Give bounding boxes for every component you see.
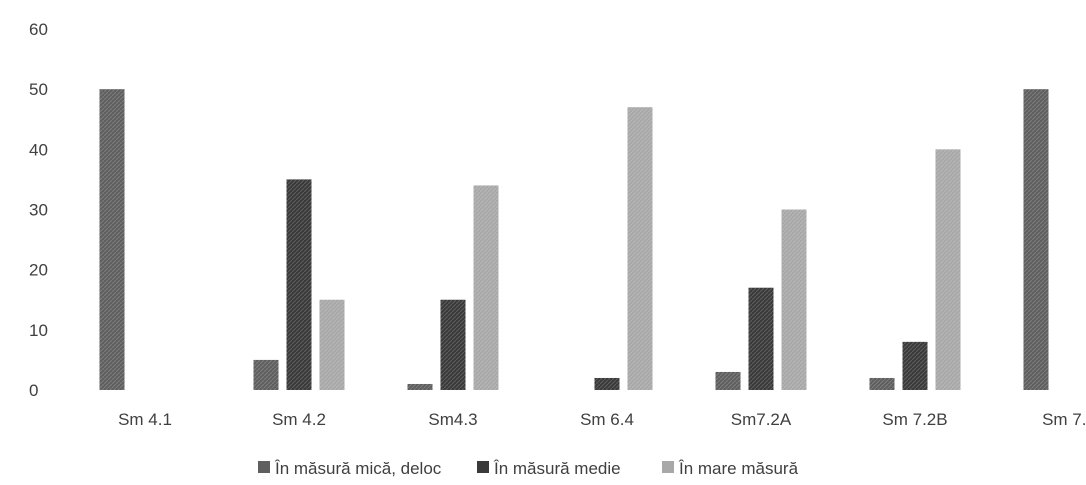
bar-texture [253,359,279,390]
x-tick-label: Sm 7.2B [882,410,947,429]
bar-texture [935,149,961,390]
legend-label: În mare măsură [678,459,799,478]
x-tick-label: Sm 4.1 [118,410,172,429]
legend-swatch [258,461,270,473]
bar-texture [869,377,895,390]
bar-texture [99,89,125,391]
y-tick-label: 10 [29,321,48,340]
x-tick-label: Sm7.2A [731,410,792,429]
y-tick-label: 0 [29,381,38,400]
y-tick-label: 30 [29,201,48,220]
legend: În măsură mică, deloc În măsură medie În m… [258,459,799,478]
y-tick-label: 40 [29,140,48,159]
bar-texture [319,299,345,390]
legend-swatch [477,461,489,473]
x-tick-label: Sm 7.5 [1042,410,1086,429]
y-tick-label: 20 [29,261,48,280]
bar-texture [748,287,774,390]
y-tick-label: 60 [29,20,48,39]
bars [99,89,1049,391]
legend-label: În măsură medie [493,459,621,478]
bar-texture [286,179,312,390]
bar-texture [594,377,620,390]
bar-texture [1023,89,1049,391]
bar-texture [715,371,741,390]
y-axis-ticks: 0 10 20 30 40 50 60 [29,20,48,400]
bar-texture [407,383,433,390]
legend-swatch [662,461,674,473]
category-labels: Sm 4.1 Sm 4.2 Sm4.3 Sm 6.4 Sm7.2A Sm 7.2B Sm 7… [118,410,1086,429]
bar-texture [781,209,807,390]
x-tick-label: Sm4.3 [428,410,477,429]
y-tick-label: 50 [29,80,48,99]
x-tick-label: Sm 4.2 [272,410,326,429]
bar-texture [473,185,499,390]
bar-texture [440,299,466,390]
bar-texture [902,341,928,390]
legend-label: În măsură mică, deloc [274,459,442,478]
bar-texture [627,107,653,390]
x-tick-label: Sm 6.4 [580,410,634,429]
